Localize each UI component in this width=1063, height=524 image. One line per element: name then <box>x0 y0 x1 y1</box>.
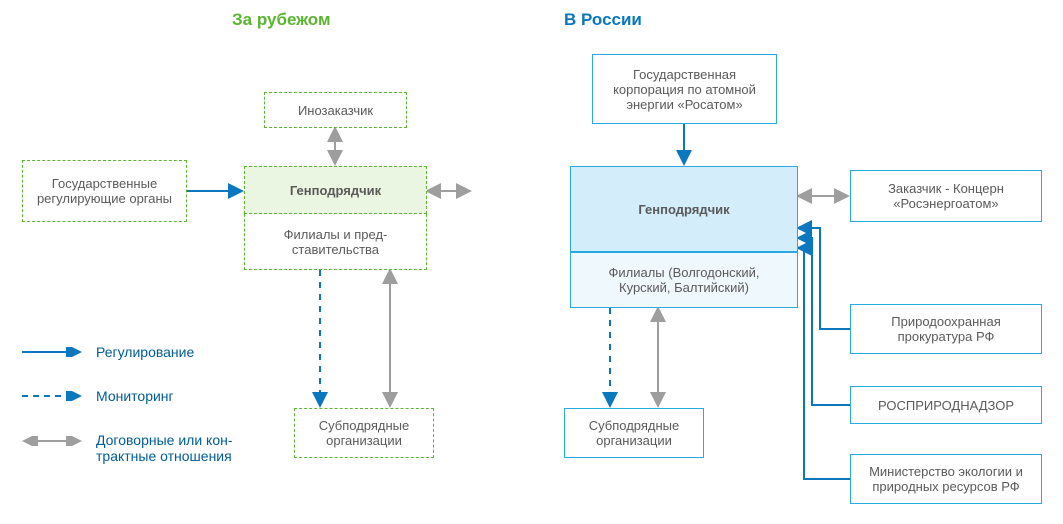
legend-line-double-icon <box>22 436 82 446</box>
title-abroad: За рубежом <box>232 10 331 30</box>
legend-regulation: Регулирование <box>22 344 194 360</box>
russia-main: Генподрядчик <box>570 166 798 252</box>
russia-customer: Заказчик - Концерн «Росэнергоатом» <box>850 170 1042 222</box>
russia-rosatom: Государственная корпорация по атомной эн… <box>592 54 777 124</box>
legend-line-solid-icon <box>22 347 82 357</box>
abroad-regulator: Государственные регулирующие органы <box>22 160 187 222</box>
legend-monitoring: Мониторинг <box>22 388 174 404</box>
russia-ministry: Министерство экологии и природных ресурс… <box>850 454 1042 504</box>
title-russia: В России <box>564 10 642 30</box>
legend-line-dashed-icon <box>22 391 82 401</box>
russia-branches: Филиалы (Волгодонский, Курский, Балтийск… <box>570 252 798 308</box>
abroad-branches: Филиалы и пред- ставительства <box>244 214 427 270</box>
legend-contractual-label: Договорные или кон- трактные отношения <box>96 432 233 464</box>
legend-monitoring-label: Мониторинг <box>96 388 174 404</box>
abroad-customer: Инозаказчик <box>264 92 407 128</box>
abroad-subcontractors: Субподрядные организации <box>294 408 434 458</box>
legend-contractual: Договорные или кон- трактные отношения <box>22 432 233 464</box>
legend-regulation-label: Регулирование <box>96 344 194 360</box>
russia-rosprirod: РОСПРИРОДНАДЗОР <box>850 386 1042 424</box>
russia-subcontractors: Субподрядные организации <box>564 408 704 458</box>
russia-prosecutor: Природоохранная прокуратура РФ <box>850 304 1042 354</box>
abroad-main: Генподрядчик <box>244 166 427 214</box>
